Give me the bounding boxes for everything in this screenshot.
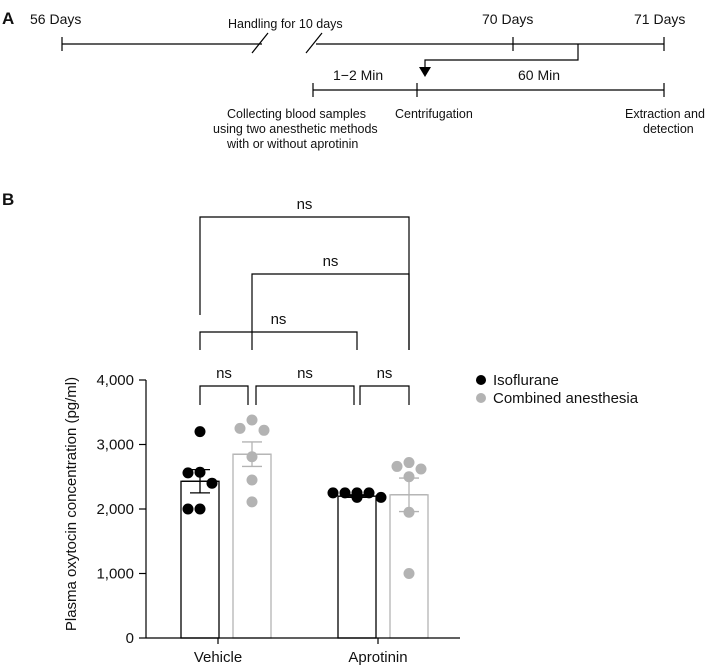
significance-brackets: ns ns ns ns ns ns	[199, 196, 410, 405]
timeline-break-mark-left	[251, 32, 269, 54]
centrifuge-label: Centrifugation	[395, 107, 473, 121]
panel-a-letter: A	[2, 9, 14, 28]
timeline-break-mark-right	[305, 32, 323, 54]
extract-label-line-2: detection	[643, 122, 694, 136]
data-point	[182, 467, 194, 479]
day-label-71: 71 Days	[634, 11, 685, 27]
data-point	[403, 457, 415, 469]
data-point	[246, 414, 258, 426]
interval-label-1: 1−2 Min	[333, 67, 383, 83]
y-tick-label: 0	[126, 630, 134, 647]
panel-b-letter: B	[2, 190, 14, 209]
collect-label-line-3: with or without aprotinin	[226, 137, 358, 151]
panel-a: A 56 Days 70 Days 71 Days Handling for 1…	[2, 9, 705, 151]
significance-label: ns	[297, 365, 313, 382]
panel-b: B Plasma oxytocin concentration (pg/ml) …	[2, 190, 639, 666]
significance-label: ns	[297, 196, 313, 213]
x-tick-label: Aprotinin	[348, 649, 407, 666]
significance-bracket	[199, 385, 249, 405]
data-point	[258, 424, 270, 436]
chart-axes: 0 1,000 2,000 3,000 4,000 Vehicle Aprotinin	[96, 372, 460, 666]
data-point	[246, 474, 258, 486]
data-point	[415, 463, 427, 475]
significance-bracket	[359, 385, 410, 405]
y-tick-label: 4,000	[96, 372, 134, 389]
data-point	[339, 487, 351, 499]
handling-label: Handling for 10 days	[228, 17, 343, 31]
data-point	[194, 466, 206, 478]
data-point	[327, 487, 339, 499]
data-point	[403, 506, 415, 518]
data-point	[351, 491, 363, 503]
y-tick-label: 1,000	[96, 566, 134, 583]
sampling-bracket	[424, 44, 579, 68]
data-point	[391, 460, 403, 472]
significance-bracket	[199, 331, 358, 350]
collect-label-line-2: using two anesthetic methods	[213, 122, 378, 136]
significance-label: ns	[377, 365, 393, 382]
bar	[337, 495, 377, 639]
legend-marker	[476, 393, 486, 403]
significance-bracket	[199, 216, 410, 350]
legend-label: Isoflurane	[493, 372, 559, 389]
day-label-70: 70 Days	[482, 11, 533, 27]
data-point	[375, 491, 387, 503]
data-point	[194, 426, 206, 438]
data-point	[403, 471, 415, 483]
interval-label-2: 60 Min	[518, 67, 560, 83]
data-point	[194, 503, 206, 515]
data-point	[234, 422, 246, 434]
chart-bars	[180, 453, 429, 639]
significance-label: ns	[271, 311, 287, 328]
data-point	[182, 503, 194, 515]
day-label-56: 56 Days	[30, 11, 81, 27]
legend-label: Combined anesthesia	[493, 390, 639, 407]
legend-marker	[476, 375, 486, 385]
data-point	[363, 487, 375, 499]
extract-label-line-1: Extraction and	[625, 107, 705, 121]
x-tick-label: Vehicle	[194, 649, 242, 666]
data-point	[246, 451, 258, 463]
y-axis-title: Plasma oxytocin concentration (pg/ml)	[63, 377, 80, 631]
data-point	[403, 568, 415, 579]
chart-points	[182, 414, 427, 579]
significance-bracket	[255, 385, 355, 405]
collect-label-line-1: Collecting blood samples	[227, 107, 366, 121]
data-point	[246, 496, 258, 508]
data-point	[206, 477, 218, 489]
sampling-arrow-head	[419, 67, 431, 77]
significance-label: ns	[216, 365, 232, 382]
significance-label: ns	[323, 253, 339, 270]
y-tick-label: 3,000	[96, 437, 134, 454]
y-tick-label: 2,000	[96, 501, 134, 518]
